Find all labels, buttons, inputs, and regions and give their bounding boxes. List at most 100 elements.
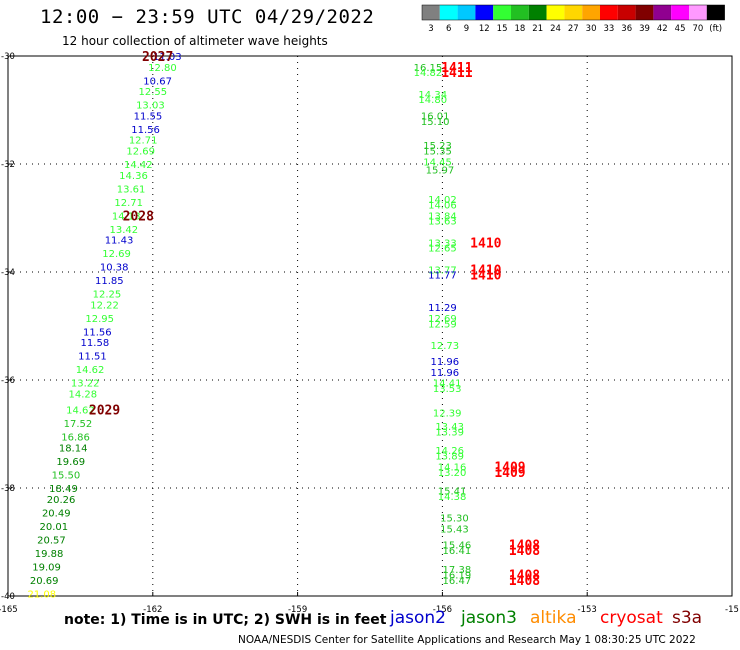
wave-height-label: 12.69 xyxy=(126,147,155,158)
wave-height-label: 15.41 xyxy=(438,487,467,498)
wave-height-label: 12.80 xyxy=(148,63,177,74)
colorbar: 3 6 9 12 15 18 21 24 27 30 33 36 39 42 45 70 (ft) xyxy=(421,4,725,34)
wave-height-label: 16.41 xyxy=(443,546,472,557)
wave-height-label: 14.38 xyxy=(438,492,467,503)
wave-height-label: 10.38 xyxy=(100,263,129,274)
colorbar-swatch xyxy=(475,5,494,20)
wave-height-label: 14.82 xyxy=(414,68,443,79)
wave-height-label: 12.59 xyxy=(428,319,457,330)
wave-height-label: 20.49 xyxy=(42,508,71,519)
y-tick-label: -32 xyxy=(1,160,15,170)
wave-height-label: 19.09 xyxy=(32,562,61,573)
wave-height-label: 17.52 xyxy=(64,419,93,430)
wave-height-label: 13.22 xyxy=(71,379,100,390)
colorbar-frame xyxy=(421,4,725,21)
wave-height-label: 16.47 xyxy=(443,576,472,587)
wave-height-label: 12.71 xyxy=(129,136,158,147)
colorbar-swatch xyxy=(671,5,689,20)
wave-height-label: 13.61 xyxy=(117,184,146,195)
wave-height-label: 10.67 xyxy=(143,76,172,87)
colorbar-swatch xyxy=(511,5,529,20)
colorbar-label: 33 xyxy=(603,24,614,34)
colorbar-swatch xyxy=(653,5,672,20)
wave-height-label: 14.80 xyxy=(418,95,447,106)
wave-height-label: 12.55 xyxy=(138,87,167,98)
wave-height-label: 12.69 xyxy=(102,249,131,260)
wave-height-label: 18.14 xyxy=(59,444,88,455)
wave-height-label: 11.77 xyxy=(428,271,457,282)
wave-height-label: 19.69 xyxy=(56,457,85,468)
x-tick-label: -156 xyxy=(433,605,452,615)
y-tick-label: -36 xyxy=(1,376,15,386)
colorbar-label: 12 xyxy=(479,24,490,34)
colorbar-swatch xyxy=(635,5,654,20)
units-note: note: 1) Time is in UTC; 2) SWH is in fe… xyxy=(64,612,387,628)
wave-height-label: 14.41 xyxy=(433,379,462,390)
wave-height-label: 14.26 xyxy=(435,446,464,457)
colorbar-swatch xyxy=(600,5,618,20)
wave-height-label: 12.65 xyxy=(428,244,457,255)
wave-height-label: 15.10 xyxy=(421,117,450,128)
track-number-label: 2028 xyxy=(123,209,154,224)
colorbar-swatch xyxy=(689,5,707,20)
wave-height-label: 12.22 xyxy=(90,300,119,311)
y-tick-label: -38 xyxy=(1,484,15,494)
wave-height-label: 12.73 xyxy=(430,341,459,352)
wave-height-label: 11.96 xyxy=(430,368,459,379)
colorbar-label: 42 xyxy=(657,24,668,34)
wave-height-label: 16.01 xyxy=(421,111,450,122)
wave-height-label: 20.01 xyxy=(40,522,69,533)
wave-height-label: 15.46 xyxy=(443,541,472,552)
track-number-label: 2027 xyxy=(142,50,173,65)
wave-height-label: 11.43 xyxy=(105,236,134,247)
colorbar-label: 6 xyxy=(446,24,451,34)
x-tick-label: -15 xyxy=(725,605,739,615)
wave-height-label: 12.39 xyxy=(433,408,462,419)
colorbar-swatch xyxy=(493,5,511,20)
colorbar-label: 3 xyxy=(428,24,433,34)
wave-height-label: 11.51 xyxy=(78,352,107,363)
colorbar-swatch xyxy=(439,5,458,20)
legend-item-jason3: jason3 xyxy=(461,608,517,628)
colorbar-swatch xyxy=(422,5,440,20)
track-number-label: 1411 xyxy=(441,66,472,81)
wave-height-label: 18.49 xyxy=(49,484,78,495)
wave-height-label: 11.58 xyxy=(81,338,110,349)
wave-height-points: 11.0312.8010.6712.5513.0311.5511.5612.71… xyxy=(27,52,471,600)
colorbar-swatch xyxy=(617,5,636,20)
wave-height-label: 13.03 xyxy=(136,101,165,112)
colorbar-label: 18 xyxy=(514,24,525,34)
y-tick-label: -30 xyxy=(1,52,15,62)
page-title: 12:00 − 23:59 UTC 04/29/2022 xyxy=(40,6,375,28)
wave-height-label: 13.39 xyxy=(435,427,464,438)
wave-height-label: 20.57 xyxy=(37,535,66,546)
wave-height-label: 19.88 xyxy=(35,549,64,560)
wave-height-label: 14.16 xyxy=(438,462,467,473)
y-tick-label: -40 xyxy=(1,592,15,602)
plot-frame xyxy=(7,55,733,597)
wave-height-label: 15.30 xyxy=(440,514,469,525)
wave-height-label: 14.62 xyxy=(66,406,95,417)
colorbar-label: 24 xyxy=(550,24,561,34)
colorbar-swatch xyxy=(706,5,725,20)
wave-height-label: 11.55 xyxy=(134,111,163,122)
wave-height-label: 11.85 xyxy=(95,276,124,287)
colorbar-label: 45 xyxy=(675,24,686,34)
x-tick-label: -162 xyxy=(143,605,162,615)
colorbar-label: 15 xyxy=(497,24,508,34)
colorbar-label: 39 xyxy=(639,24,650,34)
colorbar-label: 9 xyxy=(464,24,469,34)
wave-height-label: 14.45 xyxy=(423,157,452,168)
colorbar-swatch xyxy=(546,5,565,20)
colorbar-swatch xyxy=(457,5,476,20)
page-subtitle: 12 hour collection of altimeter wave hei… xyxy=(62,34,328,48)
track-labels: 2027202820291411141114101410141014091409… xyxy=(89,50,540,589)
wave-height-label: 13.43 xyxy=(435,422,464,433)
wave-height-label: 15.50 xyxy=(52,471,81,482)
colorbar-label: 36 xyxy=(621,24,632,34)
legend-item-s3a: s3a xyxy=(672,608,703,628)
wave-height-label: 14.36 xyxy=(119,171,148,182)
axis-ticks: -165 -162 -159 -156 -153 -15 -30 -32 -34 -36 -38 -4… xyxy=(0,52,739,615)
wave-height-label: 12.95 xyxy=(85,314,114,325)
